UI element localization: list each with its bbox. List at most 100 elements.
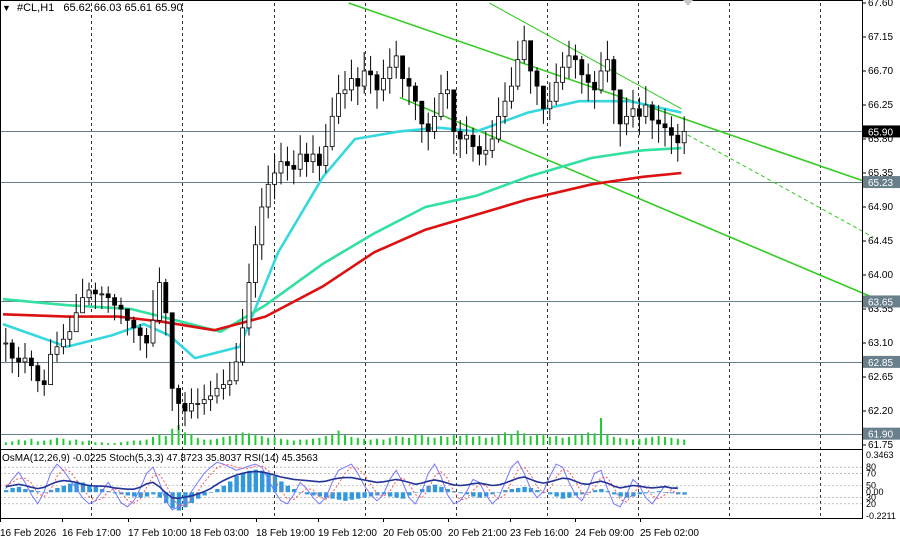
volume-bar xyxy=(452,435,455,445)
volume-bar xyxy=(433,437,436,445)
candle-body xyxy=(93,289,98,295)
osma-bar xyxy=(394,492,399,498)
osma-bar xyxy=(618,492,623,497)
volume-bar xyxy=(420,435,423,445)
candle-body xyxy=(28,357,34,367)
candle-body xyxy=(605,59,610,72)
volume-bar xyxy=(683,439,686,445)
candle-body xyxy=(188,403,194,412)
osma-bar xyxy=(432,484,438,493)
candle-body xyxy=(573,55,578,61)
osma-bar xyxy=(464,492,470,495)
candle-body xyxy=(662,123,668,129)
osma-bar xyxy=(413,492,418,493)
osma-bar xyxy=(644,492,649,494)
volume-bar xyxy=(497,435,500,445)
volume-bar xyxy=(529,436,532,445)
osma-bar xyxy=(349,492,354,500)
chart-grid xyxy=(91,3,821,516)
osma-bar xyxy=(170,492,175,509)
candle-body xyxy=(297,153,303,170)
osma-bar xyxy=(599,489,604,493)
candle-body xyxy=(560,66,565,83)
volume-bar xyxy=(504,432,506,445)
volume-bar xyxy=(491,436,494,445)
osc-tick-label: -0.2211 xyxy=(866,511,896,521)
volume-bar xyxy=(49,439,52,445)
candle-body xyxy=(368,70,374,76)
osma-bar xyxy=(567,492,572,498)
osma-bar xyxy=(221,485,226,493)
candle-body xyxy=(361,70,367,87)
candle-body xyxy=(131,319,137,329)
osma-bar xyxy=(266,472,271,493)
osma-bar xyxy=(336,492,342,500)
volume-bar xyxy=(651,436,654,445)
x-tick-label: 18 Feb 03:00 xyxy=(190,528,249,539)
osma-bar xyxy=(356,492,361,499)
volume-bar xyxy=(638,438,641,445)
osc-tick-label: 30 xyxy=(866,493,876,503)
volume-bar xyxy=(4,442,7,445)
candle-body xyxy=(432,115,438,132)
collapse-arrow-icon[interactable]: ▼ xyxy=(2,3,11,13)
volume-bar xyxy=(382,439,385,445)
osma-bar xyxy=(676,492,681,495)
candle-body xyxy=(457,131,463,140)
osma-bar xyxy=(535,490,540,493)
candle-body xyxy=(419,100,425,125)
price-label-box xyxy=(863,355,900,368)
candle-body xyxy=(451,89,457,132)
volume-bar xyxy=(510,434,513,445)
price-label-box xyxy=(863,125,900,138)
price-label: 62.85 xyxy=(868,358,893,369)
candle-body xyxy=(541,85,546,110)
osma-bar xyxy=(400,492,406,499)
candle-body xyxy=(355,78,361,87)
osma-bar xyxy=(292,489,297,493)
candle-body xyxy=(669,127,674,136)
candle-body xyxy=(675,134,681,144)
scroll-marker-icon[interactable] xyxy=(683,0,693,6)
volume-bar xyxy=(446,436,449,445)
osma-bar xyxy=(624,492,630,498)
osma-bar xyxy=(407,492,412,496)
volume-bar xyxy=(344,435,346,445)
volume-bar xyxy=(587,432,590,445)
osma-bar xyxy=(36,491,41,493)
osma-bar xyxy=(528,487,534,493)
osma-bar xyxy=(157,492,162,498)
volume-bar xyxy=(465,434,468,445)
chart-header: ▼ #CL,H1 65.62 66.03 65.61 65.90 xyxy=(2,1,183,15)
volume-bar xyxy=(427,436,430,445)
candle-body xyxy=(310,153,316,163)
osc-tick-label: 80 xyxy=(866,462,876,472)
osma-bar xyxy=(138,492,143,498)
osma-bar xyxy=(80,482,86,493)
volume-bar xyxy=(312,438,314,445)
y-tick-label: 67.15 xyxy=(868,32,893,43)
candle-body xyxy=(220,384,226,389)
candle-body xyxy=(611,59,617,91)
candle-body xyxy=(336,93,342,117)
volume-bar xyxy=(580,434,583,445)
price-label: 61.90 xyxy=(868,430,893,441)
candle-body xyxy=(534,70,540,87)
candle-body xyxy=(112,297,117,306)
volume-bar xyxy=(523,433,526,445)
osma-bar xyxy=(29,490,34,493)
osma-bar xyxy=(164,492,169,503)
price-label: 65.23 xyxy=(868,178,893,189)
candle-body xyxy=(342,89,348,95)
candle-body xyxy=(208,395,214,401)
y-tick-label: 61.75 xyxy=(868,440,893,451)
osma-bar xyxy=(682,492,687,495)
volume-bar xyxy=(43,440,46,445)
volume-bar xyxy=(548,436,551,445)
osma-bar xyxy=(4,490,9,493)
osma-bar xyxy=(125,492,130,496)
volume-bar xyxy=(100,442,103,445)
